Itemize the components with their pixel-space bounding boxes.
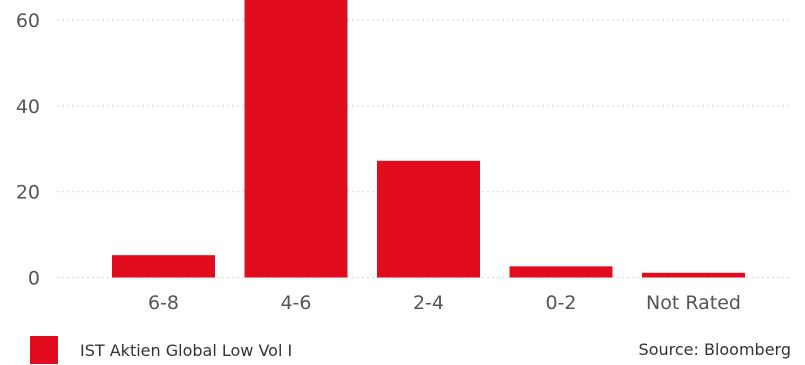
x-axis: 6-8 4-6 2-4 0-2 Not Rated <box>148 292 741 314</box>
y-tick-label: 20 <box>16 182 40 204</box>
legend-swatch <box>30 336 58 364</box>
y-tick-label: 40 <box>16 96 40 118</box>
bars <box>112 0 745 278</box>
bar-2-4 <box>377 160 480 278</box>
bar-4-6 <box>244 0 348 278</box>
x-tick-label: 0-2 <box>545 292 576 314</box>
legend: IST Aktien Global Low Vol I <box>30 335 292 365</box>
y-axis: 0 20 40 60 <box>16 10 40 289</box>
y-tick-label: 0 <box>28 268 40 290</box>
x-tick-label: 2-4 <box>413 292 444 314</box>
x-tick-label: 6-8 <box>148 292 179 314</box>
bar-0-2 <box>509 266 613 278</box>
legend-label: IST Aktien Global Low Vol I <box>80 340 293 360</box>
x-tick-label: Not Rated <box>646 292 741 314</box>
x-tick-label: 4-6 <box>280 292 311 314</box>
source-note: Source: Bloomberg <box>638 340 791 359</box>
bar-6-8 <box>112 255 215 278</box>
bar-not-rated <box>642 272 745 278</box>
y-tick-label: 60 <box>16 10 40 32</box>
